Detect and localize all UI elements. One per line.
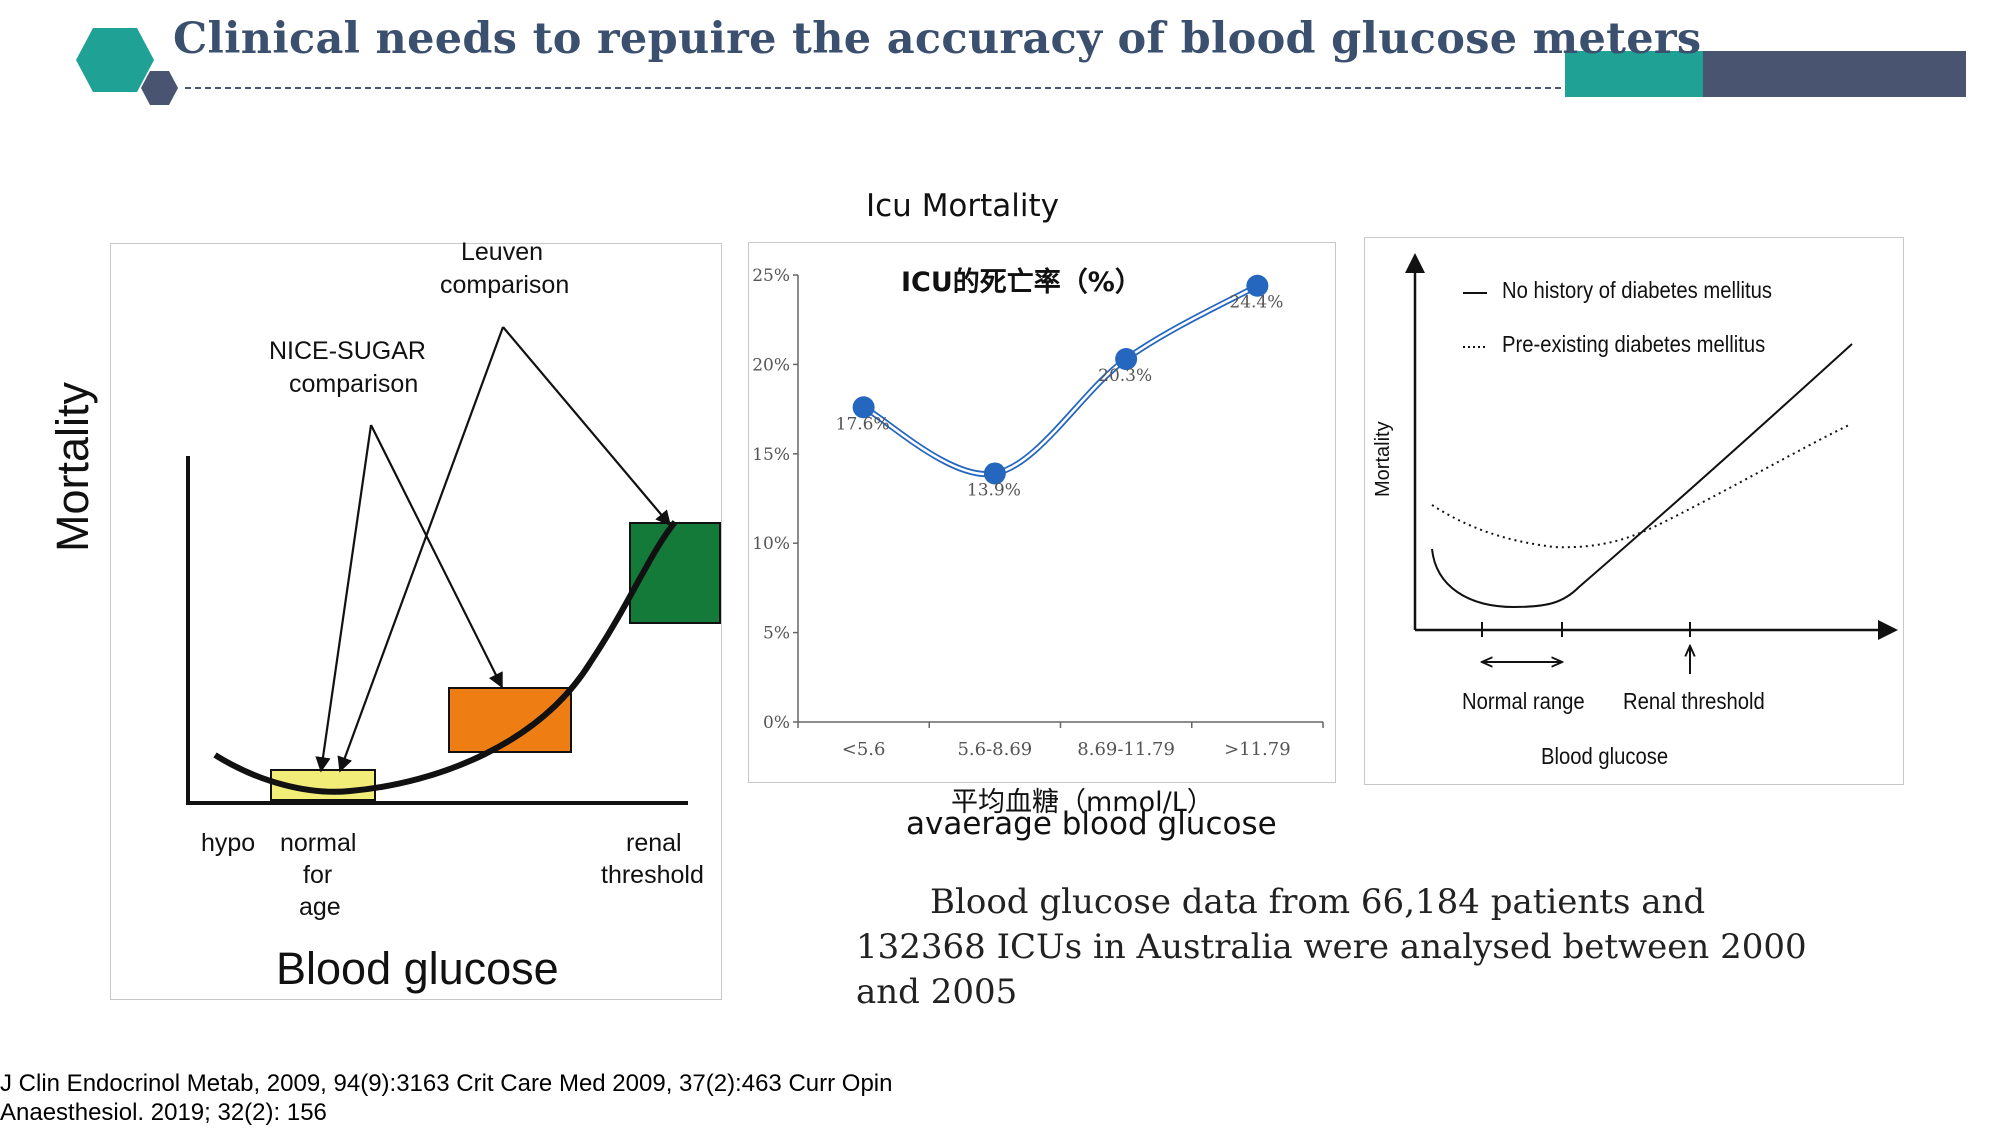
icu-mortality-chart: ICU的死亡率（%） 25% 20% 15% 10% 5% 0% <5.6 5.6-8.69 8…	[752, 266, 1324, 760]
y-tick-label: 10%	[752, 534, 790, 554]
reference-line-2: Anaesthesiol. 2019; 32(2): 156	[0, 1099, 327, 1126]
leuven-arrow-1	[337, 326, 505, 773]
y-tick-label: 15%	[752, 445, 790, 465]
left-diagram-panel	[110, 243, 722, 1000]
normal-range-label: Normal range	[1462, 688, 1585, 714]
nice-sugar-label-line1: NICE-SUGAR	[269, 337, 426, 365]
right-xlabel: Blood glucose	[1541, 743, 1669, 769]
y-tick-label: 20%	[752, 355, 790, 375]
reference-line-1: J Clin Endocrinol Metab, 2009, 94(9):316…	[0, 1070, 893, 1097]
no-diabetes-curve	[1431, 343, 1853, 609]
mid-xlabel-cn: 平均血糖（mmol/L）	[951, 787, 1214, 818]
renal-threshold-label: Renal threshold	[1623, 688, 1765, 714]
hypo-label: hypo	[201, 829, 256, 857]
x-tick-label: 5.6-8.69	[957, 739, 1032, 760]
series-line-inner	[863, 284, 1258, 476]
header-teal-bar	[1565, 51, 1703, 97]
icu-chart-panel	[748, 242, 1336, 783]
legend-diabetes: Pre-existing diabetes mellitus	[1502, 331, 1766, 357]
nice-arrow-2	[370, 424, 503, 689]
normal-label-line2: for	[303, 861, 333, 889]
x-tick-label: >11.79	[1224, 739, 1291, 760]
legend-no-diabetes: No history of diabetes mellitus	[1502, 277, 1772, 303]
study-description: Blood glucose data from 66,184 patients …	[856, 880, 1816, 1015]
x-tick-label: <5.6	[842, 739, 886, 760]
y-tick-label: 25%	[752, 266, 790, 286]
renal-label-line1: renal	[626, 829, 682, 857]
teal-hexagon-icon	[76, 28, 154, 92]
mid-xlabel-en: avaerage blood glucose	[906, 806, 1277, 842]
leuven-label-line1: Leuven	[461, 238, 544, 266]
left-xlabel: Blood glucose	[276, 943, 559, 994]
leuven-arrow-2	[502, 326, 671, 527]
normal-label-line3: age	[299, 893, 341, 921]
mid-chart-title: ICU的死亡率（%）	[901, 266, 1142, 298]
right-ylabel: Mortality	[1372, 421, 1394, 497]
study-description-text: Blood glucose data from 66,184 patients …	[856, 882, 1807, 1012]
data-point	[852, 396, 875, 419]
renal-label-line2: threshold	[601, 861, 704, 889]
data-point	[983, 462, 1006, 485]
data-label: 20.3%	[1098, 366, 1152, 386]
header-graphics	[76, 28, 1966, 105]
diabetes-mortality-chart	[1405, 253, 1898, 674]
data-label: 24.4%	[1229, 293, 1283, 313]
header-slate-bar	[1703, 51, 1966, 97]
chart-heading: Icu Mortality	[866, 188, 1060, 224]
mortality-curve	[213, 520, 678, 795]
left-ylabel: Mortality	[47, 381, 98, 552]
data-label: 17.6%	[836, 414, 890, 434]
data-label: 13.9%	[967, 480, 1021, 500]
y-tick-label: 5%	[763, 624, 790, 644]
series-line-outer	[862, 283, 1259, 478]
diabetes-curve	[1431, 423, 1852, 549]
nice-arrow-1	[315, 424, 373, 773]
slate-hexagon-icon	[141, 71, 178, 105]
left-diagram-svg	[186, 326, 721, 805]
diabetes-chart-panel	[1364, 237, 1904, 785]
x-tick-label: 8.69-11.79	[1077, 739, 1175, 760]
y-tick-label: 0%	[763, 713, 790, 733]
nice-sugar-label-line2: comparison	[289, 370, 419, 398]
page-title: Clinical needs to repuire the accuracy o…	[173, 14, 1702, 64]
data-point	[1246, 274, 1269, 297]
data-point	[1115, 348, 1138, 371]
leuven-label-line2: comparison	[440, 271, 570, 299]
normal-label-line1: normal	[280, 829, 357, 857]
